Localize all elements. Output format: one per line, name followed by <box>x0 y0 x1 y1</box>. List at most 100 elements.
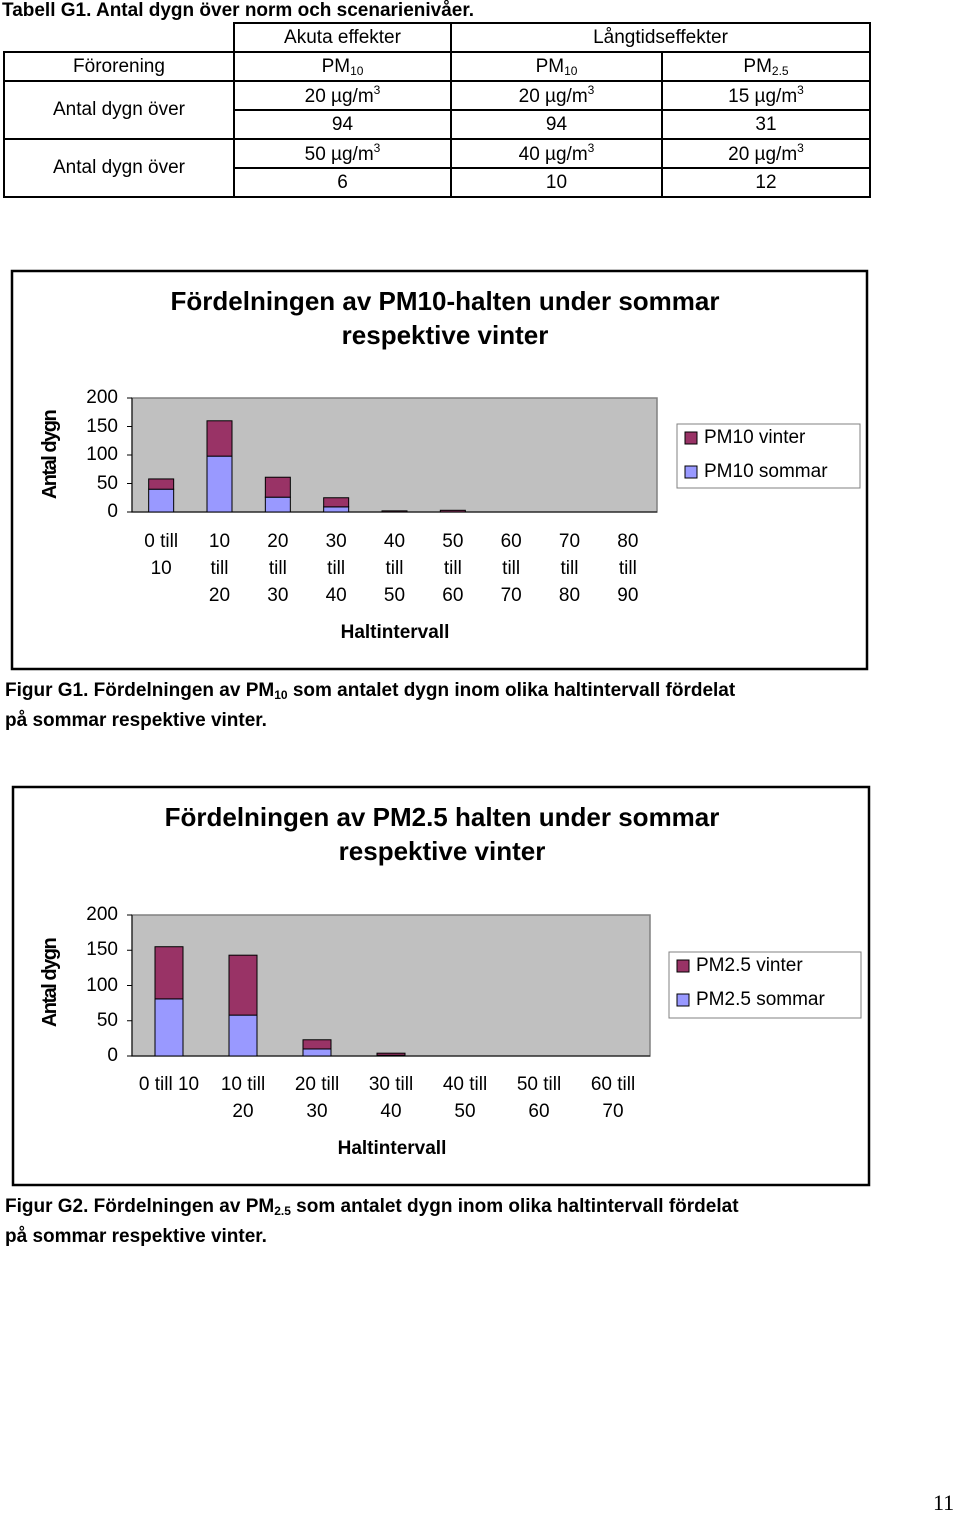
x-axis-label: Haltintervall <box>337 1138 447 1159</box>
x-axis-label: Haltintervall <box>340 622 450 643</box>
threshold-text: 50 µg/m <box>304 144 374 165</box>
caption-text: Figur G2. Fördelningen av PM <box>5 1196 275 1217</box>
x-tick-label: 50 till 60 <box>442 531 464 606</box>
y-tick-label: 150 <box>86 415 118 437</box>
x-tick-label: 20 till 30 <box>294 1074 340 1122</box>
y-tick-label: 0 <box>107 1045 118 1066</box>
y-tick-label: 100 <box>86 444 118 465</box>
legend-swatch <box>676 959 690 973</box>
x-tick-label: 40 till 50 <box>383 531 406 606</box>
bar-segment <box>148 488 175 513</box>
y-tick-label: 50 <box>96 1009 118 1031</box>
x-tick-label: 20 till 30 <box>267 531 289 606</box>
superscript: 3 <box>797 141 804 155</box>
pollutant: PM2.5 <box>661 51 871 82</box>
figure-caption: Figur G1. Fördelningen av PM10 som antal… <box>5 678 755 733</box>
x-tick-label: 50 till 60 <box>516 1074 562 1122</box>
count: 6 <box>233 167 452 198</box>
threshold-text: 20 µg/m <box>304 86 374 107</box>
bar-segment <box>148 478 175 490</box>
threshold-text: 15 µg/m <box>728 86 798 107</box>
count: 31 <box>661 109 871 140</box>
pollutant: PM10 <box>233 51 452 82</box>
count: 94 <box>233 109 452 140</box>
threshold: 50 µg/m3 <box>233 138 452 169</box>
bar-segment <box>206 455 233 513</box>
count: 12 <box>661 167 871 198</box>
superscript: 3 <box>797 83 804 97</box>
empty-cell <box>4 23 235 53</box>
caption-text: som antalet dygn inom olika haltinterval… <box>5 680 736 731</box>
bar-segment <box>206 420 233 457</box>
x-tick-label: 80 till 90 <box>617 531 639 606</box>
pollutant-name: PM <box>743 55 772 77</box>
bar-segment <box>439 509 466 513</box>
threshold: 15 µg/m3 <box>661 80 871 111</box>
bar-segment <box>154 998 184 1057</box>
superscript: 3 <box>373 83 381 97</box>
x-tick-label: 30 till 40 <box>368 1074 414 1122</box>
x-tick-label: 40 till 50 <box>442 1074 488 1122</box>
x-tick-label: 30 till 40 <box>325 531 347 606</box>
bar-segment <box>323 506 350 513</box>
bar-segment <box>381 510 408 513</box>
bar-segment <box>228 1014 258 1057</box>
group-header: Långtidseffekter <box>450 22 871 53</box>
row-label: Antal dygn över <box>3 80 235 140</box>
group-header: Akuta effekter <box>233 22 452 53</box>
y-tick-label: 100 <box>86 974 118 996</box>
table-title: Tabell G1. Antal dygn över norm och scen… <box>2 0 474 21</box>
x-tick-label: 10 till 20 <box>208 531 231 606</box>
y-tick-label: 150 <box>86 939 118 961</box>
row-label: Förorening <box>3 51 235 82</box>
legend-box <box>668 951 862 1019</box>
count: 10 <box>450 167 663 198</box>
subscript: 10 <box>564 63 578 78</box>
legend-label: PM2.5 vinter <box>696 955 803 976</box>
caption-text: Figur G1. Fördelningen av PM <box>5 680 275 701</box>
superscript: 3 <box>587 141 595 155</box>
y-tick-label: 0 <box>107 501 118 522</box>
x-tick-label: 10 till 20 <box>220 1074 266 1122</box>
page-number: 11 <box>933 1490 955 1515</box>
threshold-text: 20 µg/m <box>518 86 588 107</box>
count: 94 <box>450 109 663 140</box>
threshold: 20 µg/m3 <box>450 80 663 111</box>
pollutant-name: PM <box>535 55 565 77</box>
bar-segment <box>302 1039 332 1050</box>
y-tick-label: 200 <box>86 904 118 925</box>
legend-label: PM10 sommar <box>704 461 828 482</box>
threshold-text: 20 µg/m <box>728 144 798 165</box>
legend-label: PM2.5 sommar <box>696 989 825 1010</box>
legend-swatch <box>676 993 690 1007</box>
superscript: 3 <box>373 141 381 155</box>
bar-segment <box>154 946 184 1000</box>
pollutant-name: PM <box>321 55 351 77</box>
chart-title: Fördelningen av PM10-halten under sommar… <box>170 286 720 350</box>
chart-frame <box>10 269 869 671</box>
figure-caption: Figur G2. Fördelningen av PM2.5 som anta… <box>5 1194 755 1249</box>
chart-title: Fördelningen av PM2.5 halten under somma… <box>164 802 720 866</box>
subscript: 10 <box>274 688 288 702</box>
subscript: 10 <box>350 63 364 78</box>
x-tick-label: 0 till 10 <box>138 1074 200 1095</box>
y-tick-label: 200 <box>86 387 118 408</box>
threshold: 20 µg/m3 <box>233 80 452 111</box>
legend-label: PM10 vinter <box>704 427 806 448</box>
bar-segment <box>376 1052 406 1056</box>
bar-segment <box>264 496 291 513</box>
bar-segment <box>302 1048 332 1057</box>
y-tick-label: 50 <box>96 472 118 494</box>
chart-frame <box>11 785 871 1187</box>
subscript: 2.5 <box>771 63 789 78</box>
pollutant: PM10 <box>450 51 663 82</box>
threshold-text: 40 µg/m <box>518 144 588 165</box>
row-label: Antal dygn över <box>3 138 235 198</box>
table: Akuta effekter Långtidseffekter Föroreni… <box>3 22 871 198</box>
bar-segment <box>323 497 350 508</box>
legend-box <box>676 423 861 489</box>
subscript: 2.5 <box>274 1204 291 1218</box>
superscript: 3 <box>587 83 595 97</box>
